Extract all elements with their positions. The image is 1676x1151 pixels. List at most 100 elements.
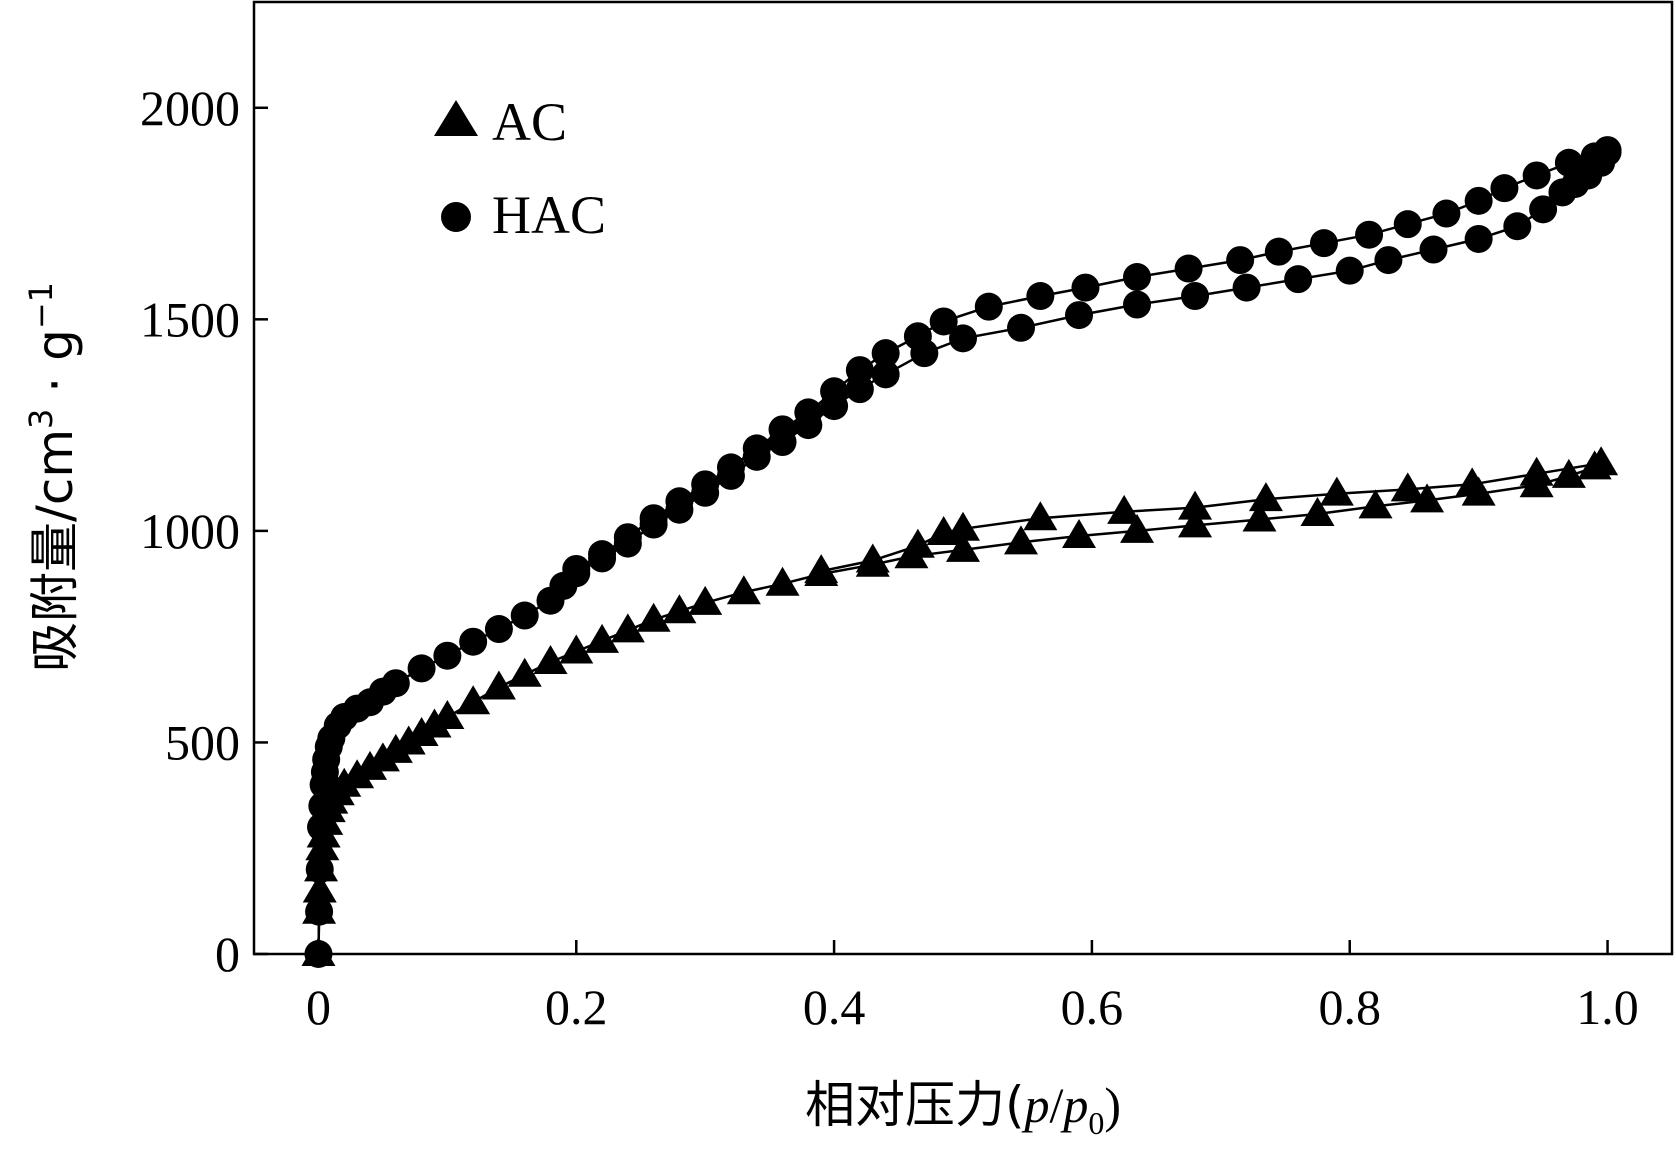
ac-point xyxy=(765,566,800,596)
hac-point xyxy=(1490,174,1519,203)
series-layer xyxy=(301,136,1622,968)
hac-point xyxy=(1432,199,1461,228)
hac-point xyxy=(742,434,771,463)
ac-point xyxy=(585,623,620,653)
hac-point xyxy=(1335,256,1364,285)
ac-point xyxy=(1023,501,1058,531)
ac-point xyxy=(430,700,465,730)
hac-point xyxy=(1232,273,1261,302)
hac-point xyxy=(1181,282,1210,311)
x-tick-label: 1.0 xyxy=(1576,979,1639,1035)
y-axis-ticks: 0 500 1000 1500 2000 xyxy=(140,80,268,982)
ac-point xyxy=(456,685,491,715)
hac-point xyxy=(820,377,849,406)
y-tick-label: 500 xyxy=(165,714,240,770)
hac-point xyxy=(1123,263,1152,292)
ac-point xyxy=(1004,525,1039,555)
y-tick-label: 1500 xyxy=(140,291,240,347)
hac-point xyxy=(639,504,668,533)
hac-point xyxy=(1464,224,1493,253)
ac-point xyxy=(1178,490,1213,520)
x-tick-label: 0.8 xyxy=(1318,979,1381,1035)
hac-point xyxy=(768,415,797,444)
hac-point xyxy=(1355,220,1384,249)
hac-point xyxy=(845,356,874,385)
legend-label-ac: AC xyxy=(492,92,567,152)
hac-point xyxy=(613,523,642,552)
hac-point xyxy=(871,339,900,368)
ac-point xyxy=(1319,476,1354,506)
y-tick-label: 0 xyxy=(215,926,240,982)
y-axis-title: 吸附量/cm3 · g−1 xyxy=(22,282,84,672)
hac-point xyxy=(1226,246,1255,275)
hac-point xyxy=(1123,290,1152,319)
hac-point xyxy=(588,540,617,569)
hac-point xyxy=(1374,246,1403,275)
hac-point xyxy=(1464,186,1493,215)
hac-point xyxy=(381,669,410,698)
ac-point xyxy=(507,657,542,687)
hac-point xyxy=(1309,229,1338,258)
ac-point xyxy=(662,594,697,624)
x-tick-label: 0.4 xyxy=(803,979,866,1035)
hac-point xyxy=(903,322,932,351)
hac-point xyxy=(691,470,720,499)
hac-point xyxy=(1580,142,1609,171)
ac-point xyxy=(1178,508,1213,538)
ac-point xyxy=(804,554,839,584)
ac-point xyxy=(1410,483,1445,513)
hac-point xyxy=(1174,254,1203,283)
ac-point xyxy=(636,602,671,632)
y-tick-label: 2000 xyxy=(140,80,240,136)
hac-point xyxy=(1026,282,1055,311)
hac-point xyxy=(1554,148,1583,177)
hac-point xyxy=(433,641,462,670)
hac-point xyxy=(305,897,334,926)
hac-point xyxy=(794,398,823,427)
hac-point xyxy=(305,855,334,884)
y-tick-label: 1000 xyxy=(140,503,240,559)
legend: AC HAC xyxy=(434,92,606,245)
ac-point xyxy=(1584,446,1619,476)
ac-point xyxy=(1062,518,1097,548)
ac-point xyxy=(1390,472,1425,502)
ac-point xyxy=(946,511,980,541)
x-axis-ticks: 0 0.2 0.4 0.6 0.8 1.0 xyxy=(306,940,1639,1035)
plot-frame xyxy=(252,0,1674,956)
ac-point xyxy=(610,613,645,643)
ac-point xyxy=(1120,513,1155,543)
hac-point xyxy=(716,453,745,482)
ac-point xyxy=(1242,502,1277,532)
hac-point xyxy=(510,601,539,630)
ac-point xyxy=(1107,494,1142,524)
ac-point xyxy=(481,670,516,700)
hac-point xyxy=(665,487,694,516)
hac-point xyxy=(1393,210,1422,239)
hac-point xyxy=(1065,301,1094,330)
hac-point xyxy=(1071,273,1100,302)
hac-point xyxy=(1284,265,1313,294)
ac-point xyxy=(688,585,723,615)
hac-point xyxy=(871,360,900,389)
ac-point xyxy=(855,543,890,573)
hac-point xyxy=(1529,195,1558,224)
hac-point xyxy=(1007,313,1036,342)
ac-point xyxy=(1551,458,1586,488)
ac-point xyxy=(1248,482,1283,512)
hac-point xyxy=(1264,237,1293,266)
hac-point xyxy=(484,615,513,644)
x-tick-label: 0.6 xyxy=(1061,979,1124,1035)
ac-desorption-line xyxy=(820,461,1602,573)
legend-label-hac: HAC xyxy=(492,185,606,245)
x-axis-title: 相对压力(p/p0) xyxy=(805,1076,1121,1141)
hac-point xyxy=(974,292,1003,321)
hac-point xyxy=(307,813,336,842)
legend-marker-hac xyxy=(441,202,471,232)
hac-point xyxy=(562,554,591,583)
hac-point xyxy=(949,324,977,353)
ac-point xyxy=(533,645,568,675)
ac-point xyxy=(900,528,935,558)
ac-point xyxy=(1519,456,1554,486)
x-tick-label: 0 xyxy=(306,979,331,1035)
